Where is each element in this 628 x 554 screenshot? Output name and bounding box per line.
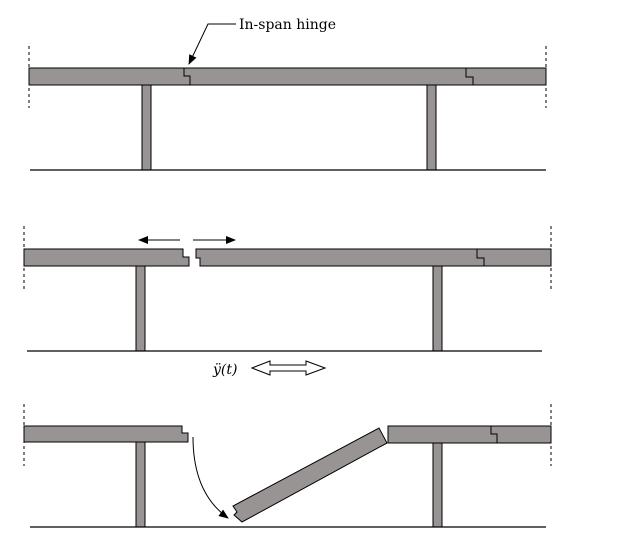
panel-span-collapse <box>23 404 552 528</box>
right-deck-segment <box>387 425 552 444</box>
panel-intact-bridge: In-span hinge <box>28 17 547 171</box>
hinge-callout-leader <box>188 23 236 65</box>
right-hinge <box>476 249 485 266</box>
left-pier <box>135 441 146 528</box>
left-deck-segment <box>23 248 190 267</box>
bridge-deck <box>28 67 547 86</box>
panel-hinge-separation: ÿ(t) <box>23 226 552 378</box>
right-hinge <box>490 426 498 443</box>
ground-motion-label: ÿ(t) <box>212 362 237 378</box>
left-pier <box>135 265 146 352</box>
right-deck-segment <box>195 248 552 267</box>
hinge-label: In-span hinge <box>239 17 336 33</box>
right-hinge <box>465 68 474 85</box>
right-pier <box>432 265 443 352</box>
fallen-span <box>232 427 388 523</box>
right-pier <box>432 442 443 528</box>
collapse-arrow <box>192 436 229 519</box>
left-deck-segment <box>23 425 189 443</box>
in-span-hinge <box>183 68 191 85</box>
left-pier <box>141 84 152 171</box>
double-headed-arrow-icon <box>250 360 327 376</box>
right-pier <box>426 84 437 171</box>
